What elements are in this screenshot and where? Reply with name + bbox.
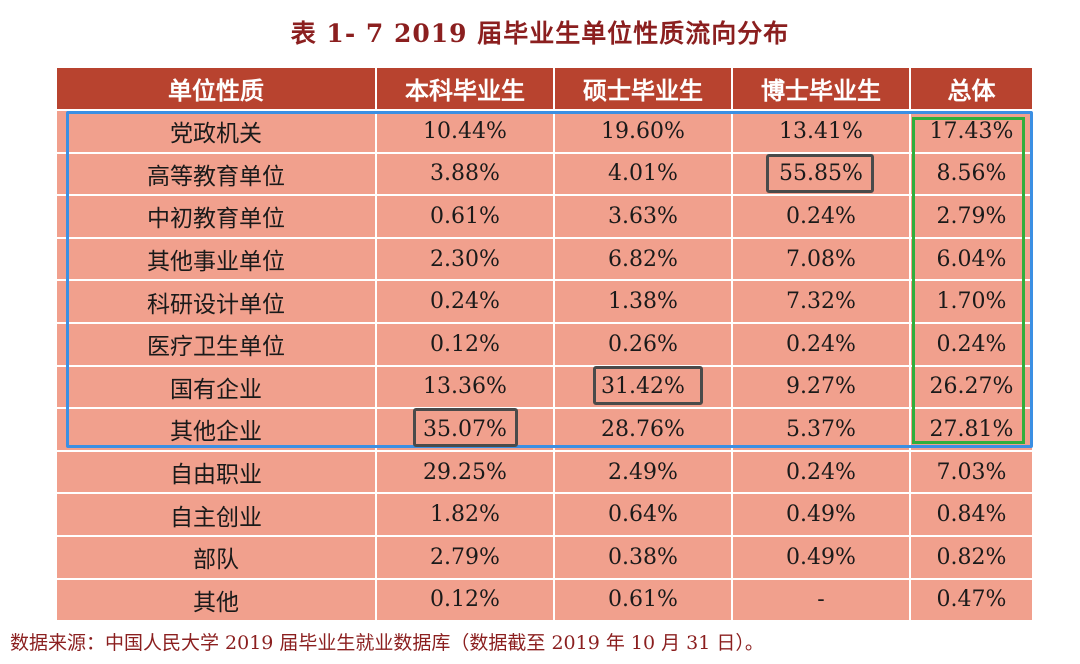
row-label: 其他企业 (55, 407, 377, 452)
cell-doctor: 13.41% (731, 109, 911, 154)
data-source-note: 数据来源：中国人民大学 2019 届毕业生就业数据库（数据截至 2019 年 1… (10, 632, 764, 654)
row-label: 党政机关 (55, 109, 377, 154)
cell-overall: 6.04% (909, 236, 1034, 282)
cell-master: 1.38% (553, 279, 733, 324)
cell-overall: 0.24% (909, 321, 1034, 367)
cell-master: 28.76% (553, 407, 733, 452)
cell-overall: 7.03% (909, 449, 1034, 495)
cell-master: 0.38% (553, 534, 733, 580)
row-label: 国有企业 (55, 364, 377, 410)
cell-overall: 26.27% (909, 364, 1034, 410)
row-label: 其他事业单位 (55, 236, 377, 282)
table-row: 其他事业单位 2.30% 6.82% 7.08% 6.04% (55, 236, 1034, 282)
table-row: 高等教育单位 3.88% 4.01% 55.85% 8.56% (55, 151, 1034, 197)
cell-doctor: 0.49% (731, 534, 911, 580)
table-row: 医疗卫生单位 0.12% 0.26% 0.24% 0.24% (55, 321, 1034, 367)
cell-undergraduate: 0.61% (375, 194, 555, 239)
cell-doctor: 0.24% (731, 321, 911, 367)
cell-master: 2.49% (553, 449, 733, 495)
cell-undergraduate: 13.36% (375, 364, 555, 410)
header-undergraduate: 本科毕业生 (375, 66, 555, 111)
cell-undergraduate: 3.88% (375, 151, 555, 197)
cell-doctor: 7.32% (731, 279, 911, 324)
row-label: 高等教育单位 (55, 151, 377, 197)
cell-master: 4.01% (553, 151, 733, 197)
header-row: 单位性质 本科毕业生 硕士毕业生 博士毕业生 总体 (55, 66, 1034, 111)
table-row: 党政机关 10.44% 19.60% 13.41% 17.43% (55, 109, 1034, 154)
cell-overall: 27.81% (909, 407, 1034, 452)
row-label: 其他 (55, 577, 377, 623)
cell-master: 3.63% (553, 194, 733, 239)
cell-master: 0.26% (553, 321, 733, 367)
cell-undergraduate: 0.12% (375, 321, 555, 367)
cell-overall: 2.79% (909, 194, 1034, 239)
table-title: 表 1- 7 2019 届毕业生单位性质流向分布 (290, 19, 790, 48)
cell-doctor: 55.85% (731, 151, 911, 197)
row-label: 科研设计单位 (55, 279, 377, 324)
cell-undergraduate: 0.12% (375, 577, 555, 623)
cell-master: 0.61% (553, 577, 733, 623)
table-row: 中初教育单位 0.61% 3.63% 0.24% 2.79% (55, 194, 1034, 239)
cell-undergraduate: 10.44% (375, 109, 555, 154)
cell-undergraduate: 0.24% (375, 279, 555, 324)
cell-doctor: 0.24% (731, 449, 911, 495)
cell-overall: 0.84% (909, 492, 1034, 537)
cell-master: 6.82% (553, 236, 733, 282)
row-label: 中初教育单位 (55, 194, 377, 239)
row-label: 医疗卫生单位 (55, 321, 377, 367)
table-row: 其他企业 35.07% 28.76% 5.37% 27.81% (55, 407, 1034, 452)
table-row: 自由职业 29.25% 2.49% 0.24% 7.03% (55, 449, 1034, 495)
table-row: 国有企业 13.36% 31.42% 9.27% 26.27% (55, 364, 1034, 410)
header-unit-type: 单位性质 (55, 66, 377, 111)
table-row: 部队 2.79% 0.38% 0.49% 0.82% (55, 534, 1034, 580)
cell-undergraduate: 2.79% (375, 534, 555, 580)
distribution-table: 单位性质 本科毕业生 硕士毕业生 博士毕业生 总体 党政机关 10.44% 19.6… (55, 66, 1034, 623)
row-label: 自主创业 (55, 492, 377, 537)
cell-doctor: 5.37% (731, 407, 911, 452)
cell-overall: 8.56% (909, 151, 1034, 197)
cell-doctor: - (731, 577, 911, 623)
cell-doctor: 0.24% (731, 194, 911, 239)
row-label: 自由职业 (55, 449, 377, 495)
cell-undergraduate: 1.82% (375, 492, 555, 537)
cell-master: 19.60% (553, 109, 733, 154)
cell-master: 31.42% (553, 364, 733, 410)
cell-undergraduate: 2.30% (375, 236, 555, 282)
cell-master: 0.64% (553, 492, 733, 537)
header-overall: 总体 (909, 66, 1034, 111)
row-label: 部队 (55, 534, 377, 580)
cell-doctor: 9.27% (731, 364, 911, 410)
cell-undergraduate: 35.07% (375, 407, 555, 452)
cell-overall: 0.82% (909, 534, 1034, 580)
table-row: 自主创业 1.82% 0.64% 0.49% 0.84% (55, 492, 1034, 537)
header-master: 硕士毕业生 (553, 66, 733, 111)
cell-doctor: 7.08% (731, 236, 911, 282)
cell-undergraduate: 29.25% (375, 449, 555, 495)
cell-overall: 17.43% (909, 109, 1034, 154)
cell-doctor: 0.49% (731, 492, 911, 537)
table-row: 科研设计单位 0.24% 1.38% 7.32% 1.70% (55, 279, 1034, 324)
header-doctor: 博士毕业生 (731, 66, 911, 111)
cell-overall: 0.47% (909, 577, 1034, 623)
cell-overall: 1.70% (909, 279, 1034, 324)
table-row: 其他 0.12% 0.61% -0.47% (55, 577, 1034, 623)
